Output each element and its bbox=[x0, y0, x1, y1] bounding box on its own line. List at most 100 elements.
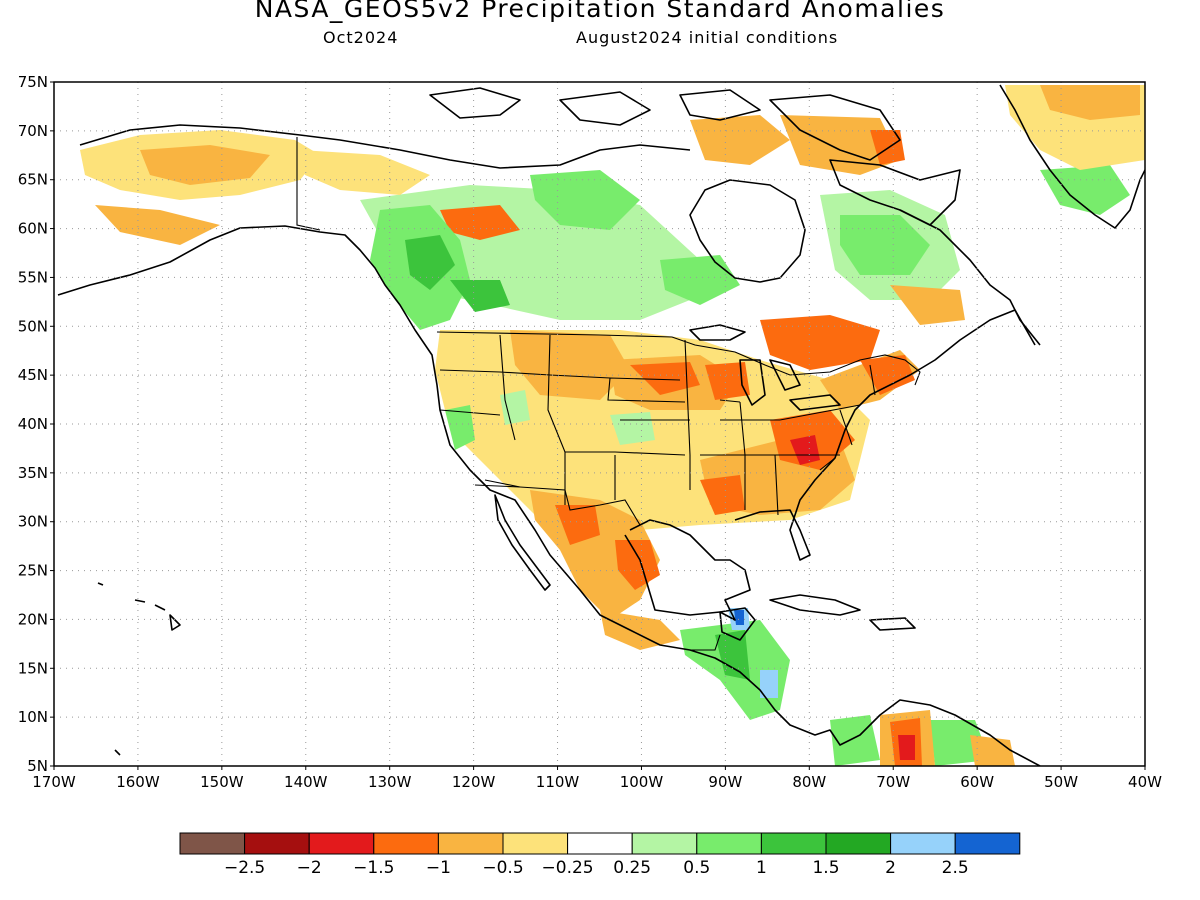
dry-anomaly-region bbox=[140, 145, 270, 185]
anomaly-field bbox=[80, 85, 1145, 766]
arctic-coastline bbox=[79, 124, 691, 169]
wet-anomaly-region bbox=[715, 630, 750, 680]
yucatan bbox=[719, 607, 756, 641]
latitude-label: 40N bbox=[18, 415, 48, 433]
colorbar-swatch bbox=[890, 832, 956, 855]
longitude-label: 40W bbox=[1128, 773, 1162, 791]
wet-anomaly-region bbox=[500, 390, 530, 425]
latitude-label: 55N bbox=[18, 268, 48, 286]
latitude-label: 60N bbox=[18, 220, 48, 238]
caribbean-islands bbox=[869, 617, 916, 631]
great-lakes bbox=[739, 359, 766, 406]
colorbar-label: 0.5 bbox=[683, 858, 710, 878]
wet-anomaly-region bbox=[734, 610, 744, 625]
wet-anomaly-region bbox=[840, 215, 930, 275]
latitude-label: 50N bbox=[18, 317, 48, 335]
us-state-lines bbox=[439, 334, 876, 516]
colorbar-label: 2.5 bbox=[942, 858, 969, 878]
longitude-label: 130W bbox=[368, 773, 412, 791]
colorbar-label: 2 bbox=[885, 858, 896, 878]
arctic-islands bbox=[679, 89, 761, 121]
mexico-guatemala-border bbox=[690, 634, 721, 651]
greenland-coastline bbox=[999, 84, 1145, 229]
longitude-label: 90W bbox=[708, 773, 742, 791]
hudson-bay-coastline bbox=[689, 179, 806, 283]
dry-anomaly-region bbox=[690, 115, 790, 165]
dry-anomaly-region bbox=[300, 150, 430, 195]
latitude-label: 30N bbox=[18, 513, 48, 531]
map-title: NASA_GEOS5v2 Precipitation Standard Anom… bbox=[254, 0, 946, 23]
colorbar-swatch bbox=[696, 832, 762, 855]
baffin-island bbox=[829, 159, 961, 226]
dry-anomaly-region bbox=[860, 355, 915, 395]
initial-conditions-label: August2024 initial conditions bbox=[576, 28, 839, 47]
wet-anomaly-region bbox=[760, 670, 778, 698]
colorbar-label: −2 bbox=[297, 858, 322, 878]
dry-anomaly-region bbox=[440, 205, 520, 240]
colorbar-label: −0.25 bbox=[542, 858, 594, 878]
latitude-label: 20N bbox=[18, 610, 48, 628]
colorbar-swatch bbox=[502, 832, 569, 855]
latitude-label: 75N bbox=[18, 73, 48, 91]
latitude-label: 10N bbox=[18, 708, 48, 726]
hawaii bbox=[134, 599, 181, 631]
longitude-label: 110W bbox=[536, 773, 580, 791]
longitude-label: 60W bbox=[960, 773, 994, 791]
latitude-label: 15N bbox=[18, 659, 48, 677]
hawaii bbox=[97, 582, 104, 586]
coastlines bbox=[57, 84, 1145, 766]
great-lakes bbox=[769, 359, 801, 391]
dry-anomaly-region bbox=[970, 735, 1015, 766]
latitude-axis: 75N 70N 65N 60N 55N 50N 45N 40N 35N 30N 25N 20N 15N 1… bbox=[18, 73, 54, 775]
longitude-label: 160W bbox=[116, 773, 160, 791]
colorbar-swatch bbox=[244, 832, 310, 855]
colorbar-label: −2.5 bbox=[224, 858, 265, 878]
latitude-label: 45N bbox=[18, 366, 48, 384]
dry-anomaly-region bbox=[890, 285, 965, 325]
colorbar-label: 0.25 bbox=[613, 858, 651, 878]
dry-anomaly-region bbox=[760, 315, 880, 370]
longitude-label: 150W bbox=[200, 773, 244, 791]
colorbar-swatch bbox=[631, 832, 698, 855]
latitude-label: 25N bbox=[18, 562, 48, 580]
colorbar-label: −0.5 bbox=[482, 858, 523, 878]
colorbar-label: −1.5 bbox=[353, 858, 394, 878]
wet-anomaly-region bbox=[660, 255, 740, 305]
longitude-label: 140W bbox=[284, 773, 328, 791]
latitude-label: 35N bbox=[18, 464, 48, 482]
dry-anomaly-region bbox=[790, 435, 820, 465]
dry-anomaly-region bbox=[898, 735, 915, 760]
colorbar-swatch bbox=[437, 832, 504, 855]
colorbar-swatch bbox=[373, 832, 439, 855]
dry-anomaly-region bbox=[615, 540, 660, 590]
us-canada-border bbox=[436, 331, 921, 386]
longitude-label: 80W bbox=[792, 773, 826, 791]
longitude-label: 120W bbox=[452, 773, 496, 791]
colorbar: −2.5 −2 −1.5 −1 −0.5 −0.25 0.25 0.5 1 1.5 2 2.5 bbox=[179, 832, 1021, 878]
colorbar-swatch bbox=[567, 832, 633, 855]
labrador-coastline bbox=[899, 209, 1041, 346]
longitude-label: 50W bbox=[1044, 773, 1078, 791]
dry-anomaly-region bbox=[630, 362, 700, 395]
baja-california bbox=[494, 494, 551, 591]
political-borders bbox=[296, 137, 921, 651]
gridlines bbox=[54, 82, 1145, 766]
dry-anomaly-region bbox=[555, 505, 600, 545]
wet-anomaly-region bbox=[445, 405, 475, 450]
arctic-islands bbox=[769, 94, 901, 161]
dry-anomaly-region bbox=[95, 205, 220, 245]
caribbean-islands bbox=[769, 594, 861, 616]
latitude-label: 65N bbox=[18, 171, 48, 189]
arctic-islands bbox=[559, 91, 651, 126]
north-america-coastline bbox=[57, 225, 1041, 766]
colorbar-label: 1 bbox=[756, 858, 767, 878]
dry-anomaly-region bbox=[705, 362, 750, 400]
pacific-islands bbox=[114, 749, 121, 756]
longitude-label: 100W bbox=[620, 773, 664, 791]
colorbar-swatch bbox=[308, 832, 375, 855]
great-lakes bbox=[789, 394, 841, 411]
dry-anomaly-region bbox=[510, 330, 630, 400]
colorbar-swatch bbox=[179, 832, 246, 855]
arctic-islands bbox=[429, 87, 521, 119]
